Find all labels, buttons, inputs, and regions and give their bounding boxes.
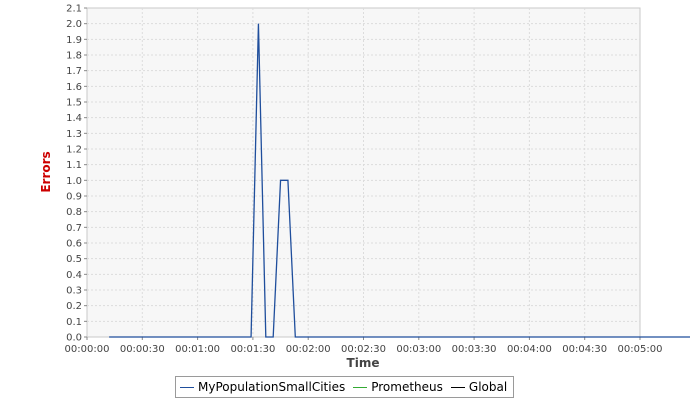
y-tick-label: 0.6: [66, 239, 82, 250]
x-tick-label: 00:04:30: [562, 344, 607, 355]
y-tick-label: 1.3: [66, 129, 82, 140]
x-tick-label: 00:03:00: [396, 344, 441, 355]
y-tick-label: 0.8: [66, 207, 82, 218]
y-tick-label: 0.0: [66, 333, 82, 344]
x-tick-label: 00:02:00: [286, 344, 331, 355]
legend-item-mypopulationsmallcities: MyPopulationSmallCities: [180, 380, 345, 394]
y-tick-label: 0.2: [66, 301, 82, 312]
legend-label: MyPopulationSmallCities: [198, 380, 346, 394]
y-tick-label: 1.0: [66, 176, 82, 187]
x-tick-label: 00:03:30: [452, 344, 497, 355]
series-lines: [109, 23, 690, 338]
series-line-mypopulationsmallcities: [109, 23, 690, 338]
x-axis-ticks: 00:00:00 00:00:30 00:01:00 00:01:30 00:02:00…: [65, 337, 663, 355]
x-tick-label: 00:00:00: [65, 344, 110, 355]
y-tick-label: 1.6: [66, 82, 82, 93]
legend-swatch-prometheus: [353, 386, 368, 388]
x-tick-label: 00:00:30: [120, 344, 165, 355]
y-tick-label: 1.4: [66, 113, 82, 124]
legend-swatch-global: [450, 386, 465, 388]
y-tick-label: 2.1: [66, 4, 82, 15]
y-tick-label: 1.8: [66, 51, 82, 62]
y-tick-label: 0.4: [66, 270, 82, 281]
y-tick-label: 2.0: [66, 19, 82, 30]
y-tick-label: 1.5: [66, 98, 82, 109]
grid: [87, 8, 640, 337]
legend-label: Prometheus: [371, 380, 443, 394]
y-tick-label: 0.7: [66, 223, 82, 234]
y-tick-label: 0.5: [66, 254, 82, 265]
y-tick-label: 0.1: [66, 317, 82, 328]
x-tick-label: 00:05:00: [618, 344, 663, 355]
x-tick-label: 00:01:00: [175, 344, 220, 355]
legend-item-prometheus: Prometheus: [353, 380, 443, 394]
legend-label: Global: [468, 380, 508, 394]
legend-item-global: Global: [450, 380, 508, 394]
x-tick-label: 00:01:30: [230, 344, 275, 355]
y-tick-label: 1.9: [66, 35, 82, 46]
y-tick-label: 0.3: [66, 286, 82, 297]
x-tick-label: 00:04:00: [507, 344, 552, 355]
legend: MyPopulationSmallCities Prometheus Globa…: [175, 376, 515, 398]
y-tick-label: 1.1: [66, 160, 82, 171]
y-tick-label: 1.2: [66, 145, 82, 156]
legend-swatch-mypopulationsmallcities: [180, 386, 194, 388]
y-tick-label: 0.9: [66, 192, 82, 203]
x-axis-title: Time: [347, 356, 380, 370]
y-axis-title: Errors: [39, 151, 53, 192]
y-axis-ticks: 0.0 0.1 0.2 0.3 0.4 0.5 0.6 0.7 0.8 0.9 1.0 1.1 1.2 1…: [66, 4, 87, 344]
x-tick-label: 00:02:30: [341, 344, 386, 355]
y-tick-label: 1.7: [66, 66, 82, 77]
